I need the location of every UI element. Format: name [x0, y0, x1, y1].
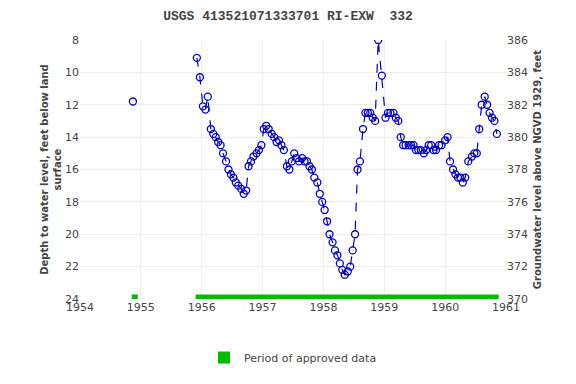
svg-text:386: 386: [507, 34, 528, 47]
svg-text:USGS 413521071333701 RI-EXW 3: USGS 413521071333701 RI-EXW 332: [163, 9, 413, 24]
svg-text:24: 24: [65, 293, 79, 306]
svg-text:1960: 1960: [431, 301, 459, 314]
svg-text:12: 12: [65, 99, 79, 112]
svg-text:380: 380: [507, 131, 528, 144]
svg-text:22: 22: [65, 260, 79, 273]
svg-text:1954: 1954: [66, 301, 94, 314]
svg-text:1959: 1959: [370, 301, 398, 314]
svg-text:20: 20: [65, 228, 79, 241]
svg-text:384: 384: [507, 66, 528, 79]
svg-text:8: 8: [72, 34, 79, 47]
svg-text:376: 376: [507, 196, 528, 209]
svg-text:16: 16: [65, 163, 79, 176]
svg-text:378: 378: [507, 163, 528, 176]
svg-text:1955: 1955: [127, 301, 155, 314]
svg-text:1958: 1958: [309, 301, 337, 314]
svg-text:1956: 1956: [188, 301, 216, 314]
svg-text:Groundwater level above NGVD 1: Groundwater level above NGVD 1929, feet: [532, 50, 543, 289]
svg-text:Depth to water level, feet bel: Depth to water level, feet below landsur…: [39, 64, 63, 275]
svg-text:382: 382: [507, 99, 528, 112]
svg-text:1957: 1957: [249, 301, 277, 314]
svg-text:14: 14: [65, 131, 79, 144]
svg-text:370: 370: [507, 293, 528, 306]
svg-text:1961: 1961: [492, 301, 520, 314]
svg-text:10: 10: [65, 66, 79, 79]
svg-text:Period of approved data: Period of approved data: [244, 352, 376, 365]
svg-text:18: 18: [65, 196, 79, 209]
svg-text:374: 374: [507, 228, 528, 241]
svg-text:372: 372: [507, 260, 528, 273]
